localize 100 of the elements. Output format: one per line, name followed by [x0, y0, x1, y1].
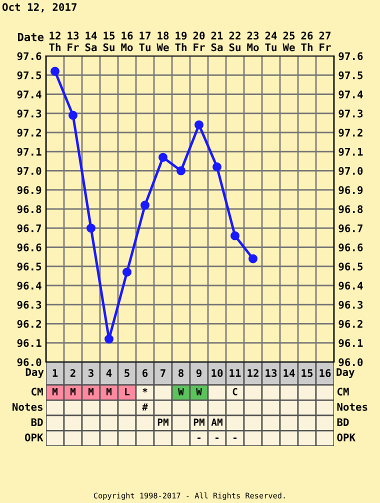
- category-label: OPK: [337, 434, 356, 442]
- category-label: Notes: [337, 403, 368, 411]
- x-tick-label: 14: [284, 369, 295, 377]
- y2-tick-label: 96.3: [338, 300, 363, 309]
- y-tick-label: 96.1: [17, 339, 42, 348]
- y2-tick-label: 96.5: [338, 262, 363, 271]
- point: [104, 334, 114, 344]
- x-tick-label: 8: [178, 369, 184, 378]
- text: PM: [194, 418, 204, 426]
- x2-tick-label: 20 Fr: [193, 32, 205, 52]
- y-tick-label: 97.3: [17, 110, 42, 118]
- x2-tick-label: 23 Mo: [247, 32, 259, 52]
- category-label: Notes: [12, 403, 42, 411]
- text: L: [125, 388, 130, 396]
- y2-tick-label: 96.9: [338, 186, 363, 194]
- category-label: BD: [337, 418, 349, 426]
- y2-tick-label: 96.6: [338, 243, 363, 252]
- text: -: [234, 438, 236, 439]
- x-tick-label: 11: [230, 369, 241, 377]
- text: W: [178, 388, 184, 396]
- point: [68, 110, 78, 120]
- x2-tick-label: 15 Su: [103, 32, 115, 52]
- category-label: OPK: [24, 434, 44, 442]
- point: [122, 268, 132, 277]
- x2-tick-label: 13 Fr: [68, 32, 79, 52]
- point: [86, 224, 96, 233]
- y-tick-label: 96.7: [17, 224, 42, 232]
- x-tick-label: 10: [212, 369, 223, 378]
- y-tick-label: 96.2: [17, 320, 41, 328]
- x2-tick-label: 22 Su: [229, 32, 240, 52]
- y2-tick-label: 97.1: [338, 148, 363, 156]
- text: PM: [158, 418, 168, 426]
- y2-tick-label: 96.0: [338, 358, 363, 366]
- x2-tick-label: 26 Th: [301, 32, 313, 52]
- y-tick-label: 97.2: [17, 128, 41, 137]
- text: Day: [336, 368, 355, 378]
- x-tick-label: 4: [106, 369, 112, 377]
- point: [248, 254, 258, 264]
- x2-tick-label: 19 Th: [175, 32, 187, 52]
- y-tick-label: 97.4: [17, 90, 42, 98]
- y-tick-label: 97.6: [17, 52, 42, 60]
- text: C: [232, 388, 238, 396]
- y-tick-label: 96.9: [17, 186, 42, 194]
- text: AM: [211, 418, 222, 426]
- text: *: [142, 388, 148, 393]
- x2-tick-label: 16 Mo: [121, 32, 133, 52]
- text: -: [216, 438, 218, 439]
- x2-tick-label: 12 Th: [49, 32, 60, 52]
- x-tick-label: 5: [124, 369, 130, 378]
- y2-tick-label: 97.5: [338, 71, 363, 80]
- y-tick-label: 97.5: [17, 71, 42, 80]
- x-tick-label: 13: [266, 369, 277, 378]
- x-axis-title: Day: [26, 368, 44, 378]
- y2-tick-label: 96.2: [338, 320, 362, 328]
- point: [50, 66, 60, 76]
- category-label: CM: [32, 388, 43, 396]
- y2-tick-label: 97.4: [338, 90, 363, 98]
- text: M: [52, 388, 58, 396]
- y2-tick-label: 97.6: [338, 52, 363, 60]
- point: [140, 200, 150, 210]
- y-tick-label: 96.8: [17, 205, 42, 214]
- x-tick-label: 15: [302, 369, 313, 378]
- x-tick-label: 1: [52, 369, 58, 377]
- x2-tick-label: 24 Tu: [265, 32, 277, 52]
- text: M: [106, 388, 112, 396]
- x2-tick-label: 17 Tu: [139, 32, 150, 52]
- y-tick-label: 96.0: [17, 358, 42, 366]
- y2-tick-label: 96.1: [338, 339, 363, 348]
- x-tick-label: 7: [160, 369, 166, 377]
- x2-tick-label: 25 We: [282, 32, 295, 52]
- x-tick-label: 3: [88, 369, 94, 378]
- x-tick-label: 12: [248, 369, 258, 377]
- y-tick-label: 97.0: [17, 166, 42, 175]
- point: [212, 162, 222, 172]
- y-tick-label: 96.3: [17, 300, 42, 309]
- y2-tick-label: 97.2: [338, 128, 362, 137]
- x2-axis-title: Date: [18, 32, 44, 42]
- y2-tick-label: 97.0: [338, 166, 363, 175]
- x-tick-label: 16: [320, 369, 331, 378]
- point: [230, 231, 240, 240]
- y2-tick-label: 97.3: [338, 110, 363, 118]
- x2-tick-label: 14 Sa: [85, 32, 97, 52]
- y-tick-label: 97.1: [17, 148, 42, 156]
- y-tick-label: 96.6: [17, 243, 42, 252]
- category-label: BD: [31, 418, 43, 426]
- x2-tick-label: 18 We: [156, 32, 169, 52]
- text: W: [196, 388, 202, 396]
- x2-tick-label: 27 Fr: [319, 32, 331, 52]
- y-tick-label: 96.5: [17, 262, 42, 271]
- point: [194, 120, 204, 130]
- text: -: [198, 438, 200, 439]
- x-tick-label: 6: [142, 369, 148, 378]
- y2-tick-label: 96.7: [338, 224, 362, 232]
- text: M: [70, 388, 76, 396]
- point: [158, 152, 168, 162]
- y2-tick-label: 96.4: [338, 282, 363, 290]
- point: [176, 166, 186, 176]
- x-tick-label: 9: [196, 369, 202, 378]
- y-tick-label: 96.4: [17, 282, 42, 290]
- text: #: [142, 404, 148, 410]
